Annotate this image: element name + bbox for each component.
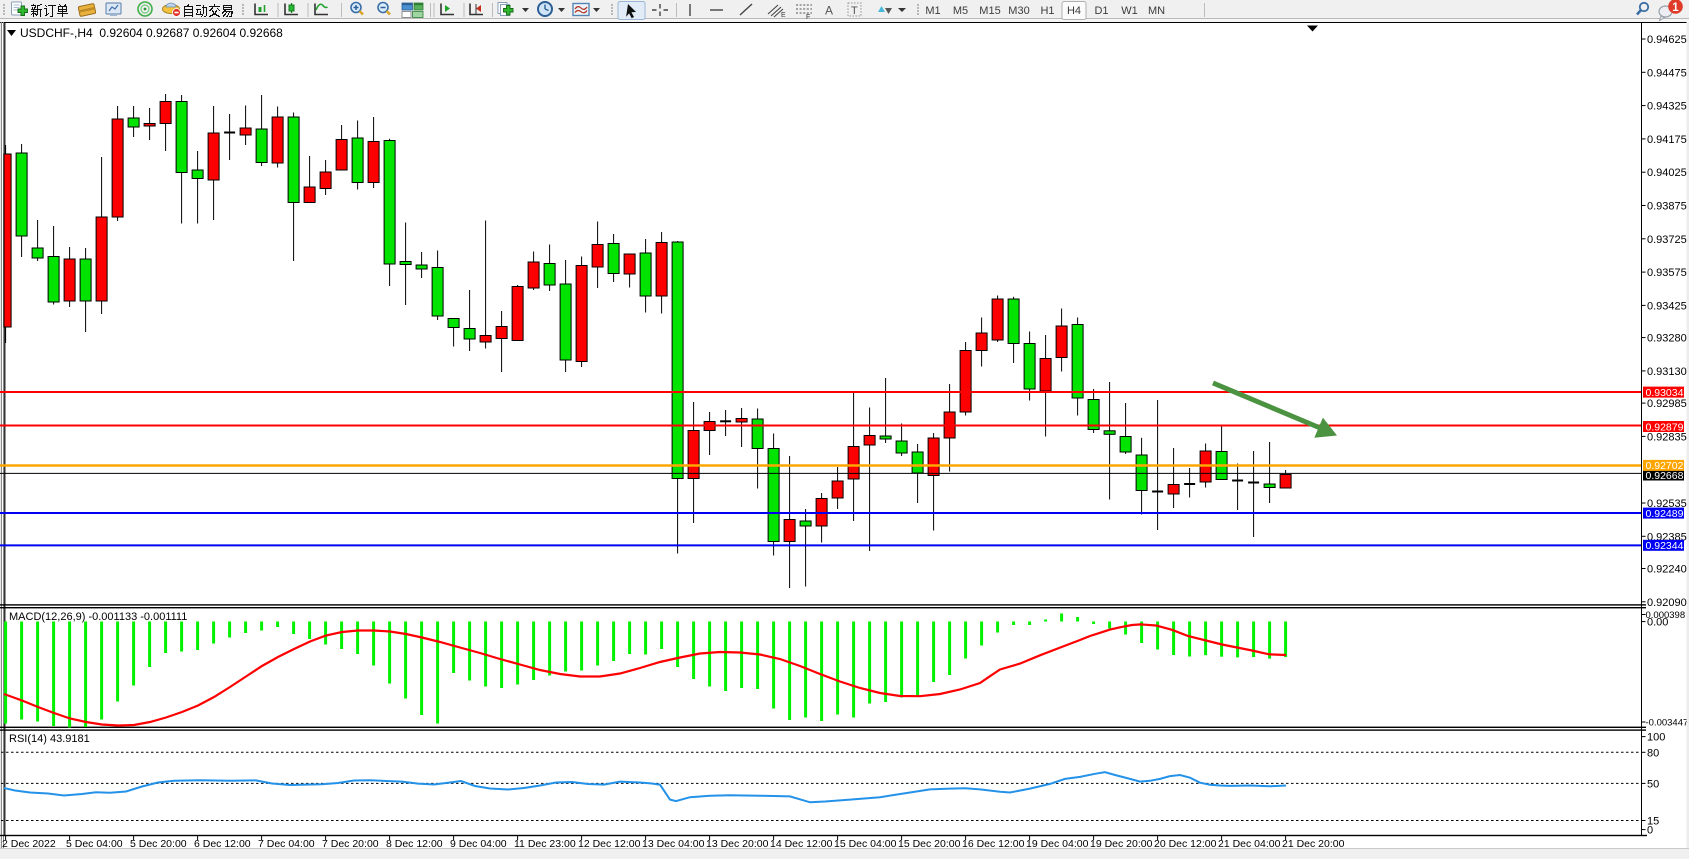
svg-text:50: 50 <box>1647 778 1659 790</box>
svg-text:0.94475: 0.94475 <box>1647 67 1687 79</box>
svg-text:0.92344: 0.92344 <box>1646 540 1684 552</box>
svg-text:0.00: 0.00 <box>1647 617 1668 629</box>
svg-text:E: E <box>781 12 786 19</box>
svg-text:0.94325: 0.94325 <box>1647 101 1687 113</box>
svg-text:13 Dec 20:00: 13 Dec 20:00 <box>706 838 769 850</box>
svg-text:80: 80 <box>1647 747 1659 759</box>
svg-text:0.92668: 0.92668 <box>1646 470 1684 482</box>
svg-text:H4: H4 <box>1067 5 1081 17</box>
svg-text:7 Dec 20:00: 7 Dec 20:00 <box>322 838 379 850</box>
svg-text:7 Dec 04:00: 7 Dec 04:00 <box>258 838 315 850</box>
svg-text:0.93280: 0.93280 <box>1647 333 1687 345</box>
svg-text:8 Dec 12:00: 8 Dec 12:00 <box>386 838 443 850</box>
svg-text:0.92879: 0.92879 <box>1646 421 1684 433</box>
svg-text:2 Dec 2022: 2 Dec 2022 <box>2 838 56 850</box>
svg-text:-0.003447: -0.003447 <box>1646 718 1689 729</box>
svg-text:16 Dec 12:00: 16 Dec 12:00 <box>962 838 1025 850</box>
svg-text:13 Dec 04:00: 13 Dec 04:00 <box>642 838 705 850</box>
svg-text:5 Dec 20:00: 5 Dec 20:00 <box>130 838 187 850</box>
svg-text:T: T <box>851 5 858 17</box>
svg-text:0.92535: 0.92535 <box>1647 498 1687 510</box>
svg-text:USDCHF-,H4 0.92604 0.92687 0.: USDCHF-,H4 0.92604 0.92687 0.92604 0.926… <box>20 26 283 40</box>
svg-text:0.92090: 0.92090 <box>1647 597 1687 609</box>
svg-text:MACD(12,26,9) -0.001133 -0.001: MACD(12,26,9) -0.001133 -0.001111 <box>9 611 187 623</box>
svg-text:M5: M5 <box>953 5 968 17</box>
svg-text:0.93725: 0.93725 <box>1647 234 1687 246</box>
svg-text:1: 1 <box>1672 2 1679 14</box>
svg-text:MN: MN <box>1148 5 1165 17</box>
svg-text:0: 0 <box>1647 825 1653 837</box>
svg-text:21 Dec 04:00: 21 Dec 04:00 <box>1218 838 1281 850</box>
svg-text:11 Dec 23:00: 11 Dec 23:00 <box>514 838 576 850</box>
svg-text:5 Dec 04:00: 5 Dec 04:00 <box>66 838 123 850</box>
svg-text:A: A <box>825 4 833 18</box>
svg-text:0.93875: 0.93875 <box>1647 201 1687 213</box>
svg-text:19 Dec 20:00: 19 Dec 20:00 <box>1090 838 1153 850</box>
svg-text:RSI(14) 43.9181: RSI(14) 43.9181 <box>9 733 90 745</box>
svg-text:19 Dec 04:00: 19 Dec 04:00 <box>1026 838 1089 850</box>
svg-text:15 Dec 20:00: 15 Dec 20:00 <box>898 838 961 850</box>
svg-text:M15: M15 <box>979 5 1000 17</box>
svg-text:0.92985: 0.92985 <box>1647 398 1687 410</box>
svg-text:0.93034: 0.93034 <box>1646 387 1684 399</box>
svg-text:D1: D1 <box>1094 5 1108 17</box>
svg-text:15 Dec 04:00: 15 Dec 04:00 <box>834 838 897 850</box>
svg-text:15: 15 <box>1647 816 1659 828</box>
svg-text:H1: H1 <box>1040 5 1054 17</box>
svg-text:0.94025: 0.94025 <box>1647 167 1687 179</box>
svg-text:14 Dec 12:00: 14 Dec 12:00 <box>770 838 833 850</box>
svg-text:20 Dec 12:00: 20 Dec 12:00 <box>1154 838 1217 850</box>
svg-text:9 Dec 04:00: 9 Dec 04:00 <box>450 838 507 850</box>
svg-text:F: F <box>806 14 810 21</box>
svg-text:0.92702: 0.92702 <box>1646 460 1684 472</box>
svg-text:0.93130: 0.93130 <box>1647 366 1687 378</box>
svg-text:0.92489: 0.92489 <box>1646 508 1684 520</box>
svg-text:W1: W1 <box>1121 5 1138 17</box>
svg-text:0.000398: 0.000398 <box>1646 610 1686 621</box>
svg-text:0.94625: 0.94625 <box>1647 34 1687 46</box>
svg-text:0.93425: 0.93425 <box>1647 300 1687 312</box>
svg-text:6 Dec 12:00: 6 Dec 12:00 <box>194 838 251 850</box>
svg-text:0.94175: 0.94175 <box>1647 134 1687 146</box>
svg-text:12 Dec 12:00: 12 Dec 12:00 <box>578 838 641 850</box>
svg-text:0.92835: 0.92835 <box>1647 431 1687 443</box>
svg-text:M30: M30 <box>1008 5 1029 17</box>
svg-text:0.93575: 0.93575 <box>1647 267 1687 279</box>
svg-text:100: 100 <box>1647 732 1665 744</box>
svg-text:M1: M1 <box>925 5 940 17</box>
svg-text:0.92240: 0.92240 <box>1647 564 1687 576</box>
svg-text:21 Dec 20:00: 21 Dec 20:00 <box>1282 838 1345 850</box>
